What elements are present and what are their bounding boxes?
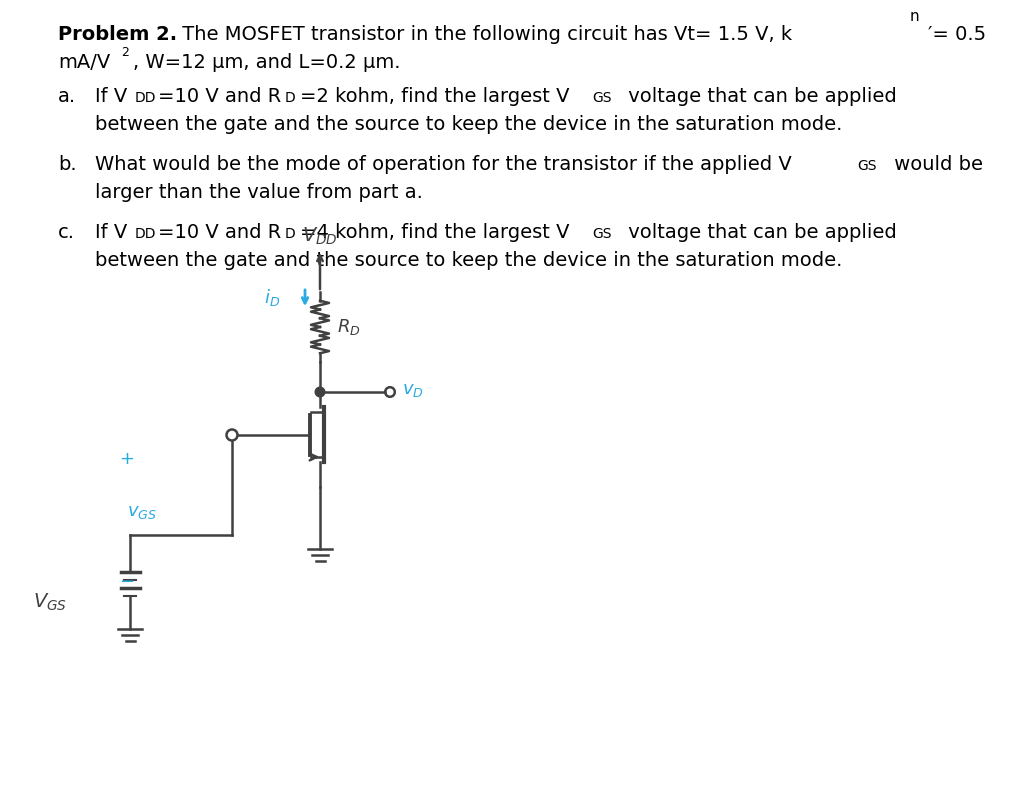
- Text: , W=12 μm, and L=0.2 μm.: , W=12 μm, and L=0.2 μm.: [133, 53, 400, 72]
- Text: The MOSFET transistor in the following circuit has Vt= 1.5 V, k: The MOSFET transistor in the following c…: [176, 25, 793, 44]
- Text: larger than the value from part a.: larger than the value from part a.: [95, 183, 423, 202]
- Text: $i_D$: $i_D$: [264, 288, 280, 308]
- Text: $V_{GS}$: $V_{GS}$: [33, 591, 67, 613]
- Text: between the gate and the source to keep the device in the saturation mode.: between the gate and the source to keep …: [95, 116, 843, 135]
- Text: GS: GS: [857, 159, 877, 173]
- Text: $v_D$: $v_D$: [402, 381, 424, 399]
- Text: If V: If V: [95, 223, 127, 242]
- Text: DD: DD: [135, 227, 157, 241]
- Text: voltage that can be applied: voltage that can be applied: [622, 87, 897, 106]
- Text: $V_{DD}$: $V_{DD}$: [302, 226, 338, 247]
- Text: 2: 2: [121, 46, 129, 59]
- Text: would be: would be: [888, 155, 983, 174]
- Text: voltage that can be applied: voltage that can be applied: [622, 223, 897, 242]
- Text: ′= 0.5: ′= 0.5: [928, 25, 986, 44]
- Text: between the gate and the source to keep the device in the saturation mode.: between the gate and the source to keep …: [95, 252, 843, 270]
- Text: =10 V and R: =10 V and R: [158, 87, 282, 106]
- Text: n: n: [910, 9, 920, 24]
- Text: GS: GS: [592, 91, 611, 105]
- Circle shape: [315, 387, 325, 397]
- Text: D: D: [285, 227, 296, 241]
- Text: mA/V: mA/V: [58, 53, 111, 72]
- Text: DD: DD: [135, 91, 157, 105]
- Text: What would be the mode of operation for the transistor if the applied V: What would be the mode of operation for …: [95, 155, 792, 174]
- Text: +: +: [120, 450, 134, 468]
- Text: =4 kohm, find the largest V: =4 kohm, find the largest V: [300, 223, 569, 242]
- Text: =10 V and R: =10 V and R: [158, 223, 282, 242]
- Text: b.: b.: [58, 155, 77, 174]
- Text: −: −: [120, 573, 134, 591]
- Text: $v_{GS}$: $v_{GS}$: [127, 503, 157, 521]
- Text: $R_D$: $R_D$: [337, 317, 360, 337]
- Text: If V: If V: [95, 87, 127, 106]
- Text: c.: c.: [58, 223, 75, 242]
- Text: GS: GS: [592, 227, 611, 241]
- Text: a.: a.: [58, 87, 76, 106]
- Text: D: D: [285, 91, 296, 105]
- Text: Problem 2.: Problem 2.: [58, 25, 177, 44]
- Text: =2 kohm, find the largest V: =2 kohm, find the largest V: [300, 87, 569, 106]
